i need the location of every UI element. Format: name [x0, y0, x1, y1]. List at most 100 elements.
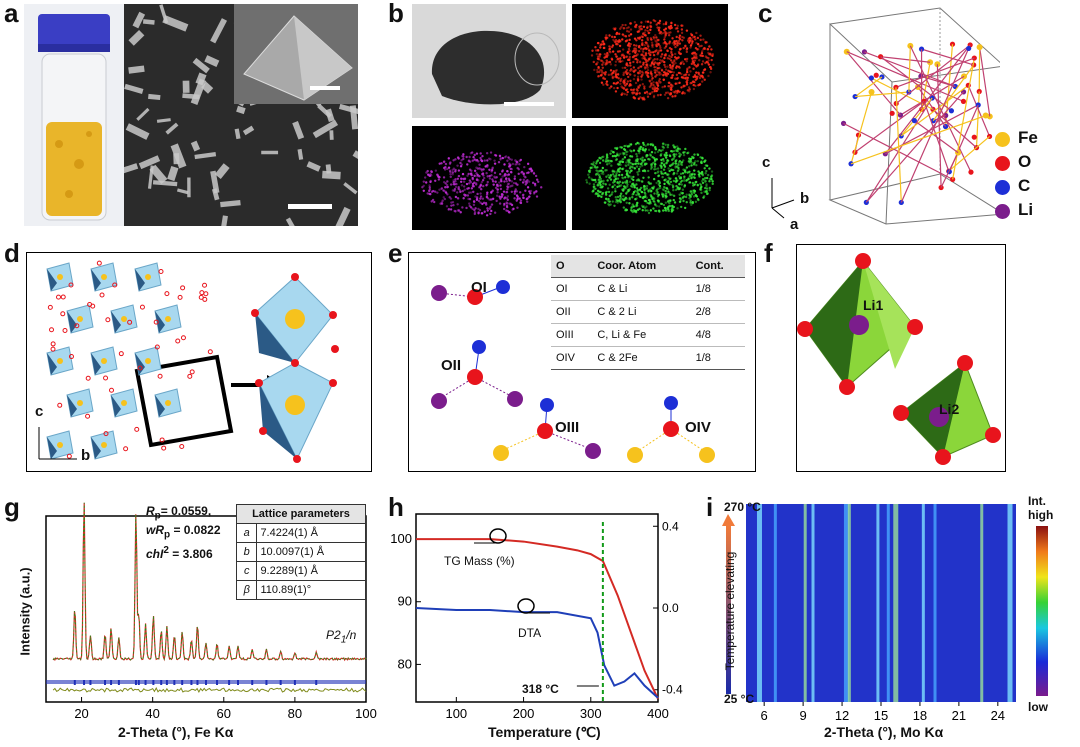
refinement-stats: Rp= 0.0559, wRp = 0.0822 chI2 = 3.806 — [146, 504, 221, 562]
lattice-param: a — [235, 523, 258, 543]
eds-speck — [628, 55, 632, 59]
eds-speck — [654, 167, 658, 171]
eds-speck — [472, 190, 475, 194]
eds-speck — [643, 66, 647, 69]
eds-speck — [629, 169, 633, 173]
sem-particle — [261, 150, 279, 155]
eds-speck — [637, 178, 640, 181]
eds-speck — [704, 186, 707, 190]
eds-speck — [475, 158, 479, 162]
eds-speck — [710, 58, 713, 62]
eds-speck — [607, 202, 610, 206]
eds-speck — [678, 186, 682, 190]
eds-speck — [463, 188, 466, 191]
eds-speck — [645, 184, 649, 188]
eds-speck — [473, 153, 476, 157]
eds-speck — [711, 54, 714, 58]
polyhedron-face — [91, 269, 101, 291]
sem-particle — [128, 65, 145, 74]
o-atom — [85, 413, 91, 419]
eds-speck — [659, 154, 662, 157]
fe-atom — [57, 442, 63, 448]
eds-speck — [443, 197, 447, 201]
eds-speck — [632, 175, 635, 179]
eds-speck — [662, 31, 665, 35]
dta-curve — [415, 607, 659, 699]
bond — [914, 120, 959, 154]
eds-speck — [522, 196, 525, 200]
eds-speck — [672, 188, 675, 192]
eds-speck — [635, 165, 639, 168]
fe-atom — [101, 274, 107, 280]
eds-speck — [494, 176, 497, 180]
eds-speck — [521, 194, 525, 197]
o-atom — [50, 341, 56, 347]
eds-speck — [690, 193, 693, 196]
eds-speck — [494, 186, 498, 190]
eds-speck — [618, 167, 622, 170]
eds-speck — [626, 159, 629, 162]
site-label-oi: OI — [471, 279, 487, 296]
eds-speck — [691, 184, 695, 187]
eds-speck — [490, 191, 493, 195]
eds-speck — [499, 157, 502, 160]
eds-speck — [621, 33, 625, 36]
eds-speck — [643, 162, 647, 165]
eds-speck — [664, 27, 668, 30]
eds-speck — [662, 42, 665, 45]
fe-atom — [165, 400, 171, 406]
eds-speck — [497, 161, 501, 164]
eds-speck — [478, 174, 481, 178]
eds-speck — [619, 152, 622, 156]
eds-speck — [657, 209, 661, 212]
eds-speck — [534, 174, 538, 178]
eds-speck — [618, 173, 621, 177]
eds-speck — [466, 194, 470, 197]
eds-speck — [642, 25, 646, 28]
eds-speck — [623, 34, 626, 38]
atom-o — [960, 98, 967, 104]
eds-speck — [628, 188, 631, 191]
eds-speck — [652, 95, 656, 99]
eds-speck — [460, 184, 464, 187]
eds-speck — [605, 80, 609, 83]
cbar-top-label: Int. — [1028, 496, 1046, 508]
eds-speck — [654, 87, 658, 90]
eds-speck — [639, 157, 642, 161]
o-atom — [60, 311, 66, 317]
eds-speck — [632, 192, 635, 196]
eds-speck — [619, 192, 623, 196]
eds-speck — [643, 56, 646, 59]
eds-speck — [495, 199, 498, 203]
eds-speck — [656, 58, 659, 61]
site-label-oiii: OIII — [555, 419, 580, 436]
eds-speck — [481, 202, 484, 206]
eds-speck — [622, 82, 626, 86]
eds-speck — [653, 192, 656, 195]
eds-speck — [680, 205, 683, 209]
eds-speck — [649, 70, 653, 73]
eds-speck — [516, 166, 519, 170]
eds-speck — [533, 182, 537, 186]
eds-speck — [675, 66, 678, 69]
eds-speck — [440, 202, 444, 205]
eds-speck — [628, 84, 631, 87]
eds-speck — [514, 163, 517, 166]
eds-speck — [625, 172, 629, 175]
bond — [940, 152, 959, 188]
eds-speck — [658, 31, 662, 35]
atom-fe — [934, 61, 941, 68]
eds-speck — [635, 57, 638, 61]
eds-speck — [655, 89, 658, 93]
o-atom — [74, 323, 80, 329]
eds-speck — [708, 180, 711, 183]
heatmap-peak-line — [876, 504, 880, 702]
eds-speck — [615, 55, 618, 58]
eds-speck — [614, 64, 617, 67]
eds-speck — [661, 59, 664, 62]
eds-speck — [495, 194, 499, 197]
eds-speck — [486, 207, 489, 210]
eds-speck — [511, 162, 515, 166]
temperature-arrow — [726, 526, 731, 694]
eds-speck — [616, 177, 620, 180]
